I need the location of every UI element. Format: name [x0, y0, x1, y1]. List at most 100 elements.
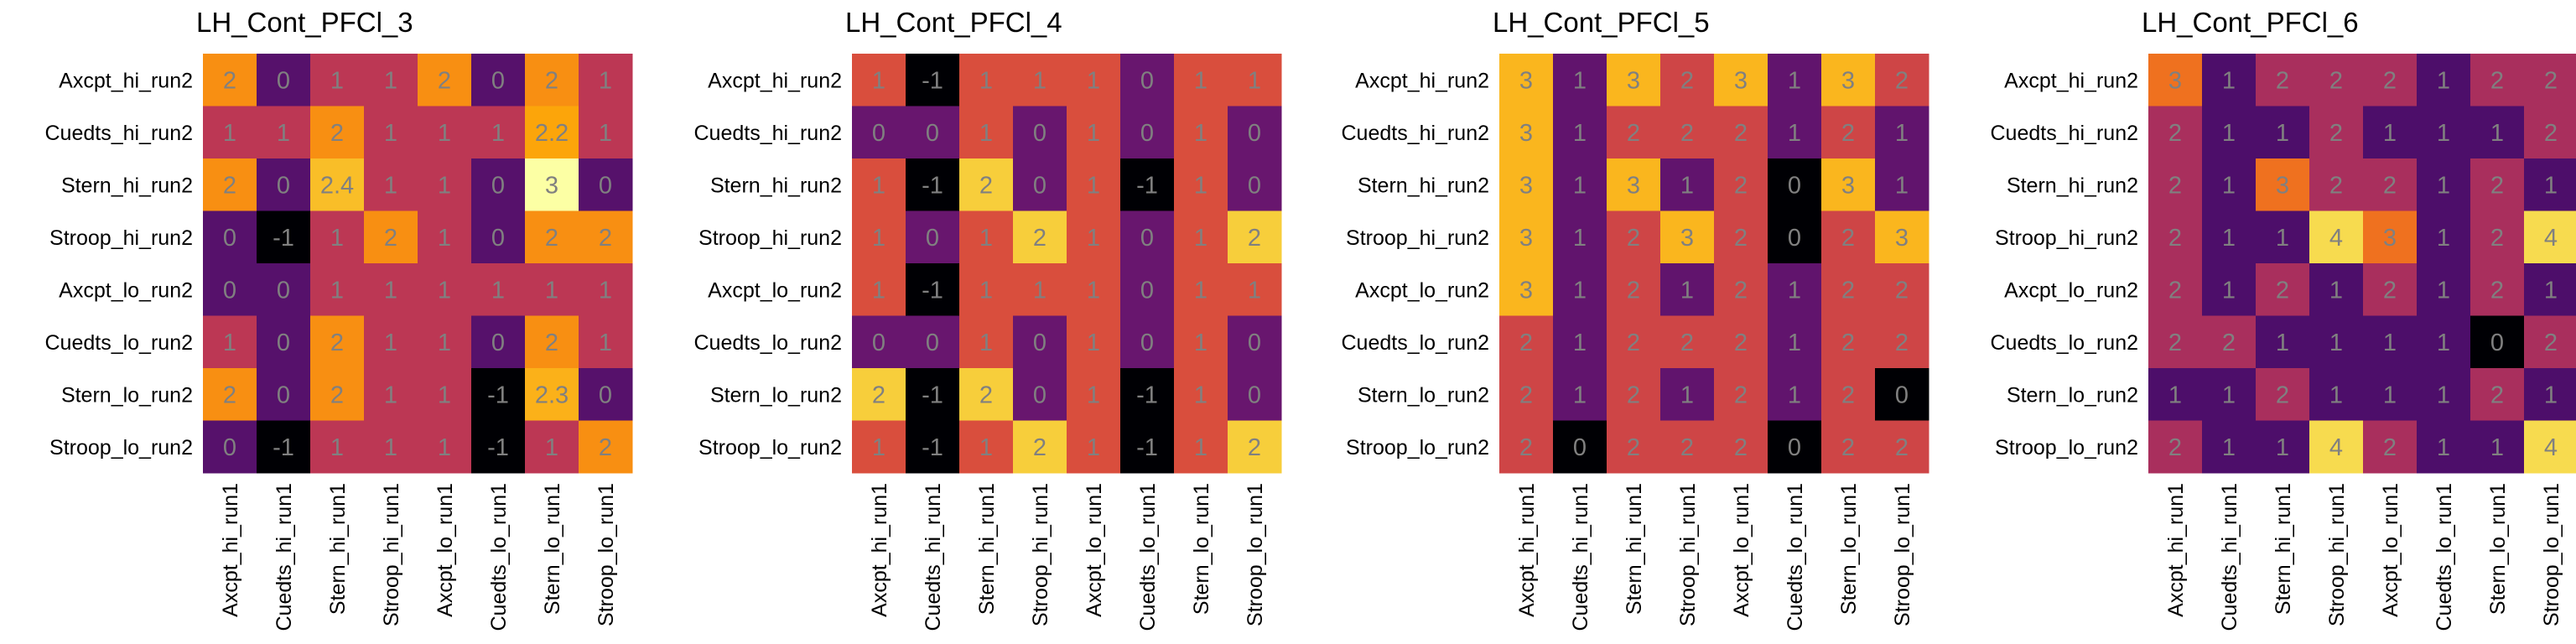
heatmap-cell [1607, 210, 1661, 264]
cell-value-label: 1 [1788, 120, 1801, 147]
heatmap-cell [1875, 368, 1929, 421]
x-tick-label: Axcpt_hi_run1 [868, 483, 891, 617]
cell-value-label: 1 [1087, 120, 1100, 147]
heatmap-cell [2202, 420, 2257, 474]
heatmap-cell [2363, 368, 2418, 421]
cell-value-label: 1 [2490, 120, 2504, 147]
cell-value-label: 2 [1248, 225, 1261, 252]
cell-value-label: -1 [487, 434, 509, 461]
heatmap-cell [257, 158, 311, 211]
cell-value-label: 0 [223, 434, 236, 461]
cell-value-label: 2 [2276, 67, 2289, 94]
heatmap-cell [1660, 54, 1715, 106]
heatmap-cell [1607, 315, 1661, 369]
cell-value-label: 1 [599, 67, 612, 94]
cell-value-label: 1 [1573, 120, 1587, 147]
heatmap-cell [2256, 263, 2310, 316]
heatmap-cell [579, 368, 633, 421]
heatmap-cell [1067, 210, 1121, 264]
cell-value-label: 2 [872, 382, 886, 408]
cell-value-label: 1 [979, 120, 993, 147]
cell-value-label: 0 [2490, 330, 2504, 356]
heatmap-cell [2256, 158, 2310, 211]
cell-value-label: 1 [1248, 277, 1261, 304]
cell-value-label: 2 [2168, 120, 2182, 147]
cell-value-label: 2 [1033, 434, 1046, 461]
cell-value-label: 1 [1680, 172, 1694, 199]
heatmap-cell [906, 106, 960, 159]
heatmap-cell [1714, 54, 1768, 106]
heatmap-cell [2524, 315, 2576, 369]
cell-value-label: 1 [979, 277, 993, 304]
heatmap-cell [257, 315, 311, 369]
cell-value-label: 1 [599, 120, 612, 147]
cell-value-label: 2 [1519, 434, 1533, 461]
heatmap-cell [1875, 315, 1929, 369]
cell-value-label: 2 [223, 172, 236, 199]
heatmap-cell [203, 158, 257, 211]
cell-value-label: 2 [2490, 172, 2504, 199]
cell-value-label: 3 [1895, 225, 1909, 252]
heatmap-cell [1875, 210, 1929, 264]
y-tick-label: Cuedts_lo_run2 [693, 331, 842, 355]
heatmap-cell [1067, 158, 1121, 211]
heatmap-cell [1553, 158, 1607, 211]
cell-value-label: 2 [2329, 67, 2343, 94]
cell-value-label: 2 [1627, 225, 1640, 252]
heatmap-cell [2363, 54, 2418, 106]
heatmap-cell [2524, 210, 2576, 264]
cell-value-label: 1 [1033, 67, 1046, 94]
heatmap-cell [1013, 106, 1067, 159]
cell-value-label: 2 [979, 172, 993, 199]
cell-value-label: 0 [1033, 382, 1046, 408]
heatmap-cell [2470, 54, 2525, 106]
x-tick-label: Cuedts_hi_run1 [2218, 483, 2241, 631]
heatmap-cell [1174, 368, 1228, 421]
heatmap-cell [1120, 106, 1175, 159]
cell-value-label: 1 [2437, 225, 2450, 252]
cell-value-label: 1 [979, 434, 993, 461]
heatmap-cell [310, 210, 365, 264]
cell-value-label: 1 [2544, 277, 2558, 304]
cell-value-label: -1 [1136, 434, 1158, 461]
cell-value-label: 1 [2490, 434, 2504, 461]
y-tick-label: Axcpt_lo_run2 [708, 278, 842, 302]
cell-value-label: 1 [223, 330, 236, 356]
heatmap-cell [1174, 263, 1228, 316]
cell-value-label: 1 [438, 172, 451, 199]
x-tick-label: Stroop_lo_run1 [2540, 483, 2563, 626]
heatmap-cell [906, 315, 960, 369]
cell-value-label: 1 [2383, 120, 2397, 147]
cell-value-label: 2 [1895, 330, 1909, 356]
heatmap-cell [2417, 315, 2471, 369]
cell-value-label: 2 [545, 67, 558, 94]
heatmap-panel-1: LH_Cont_PFCl_3 2 0 1 1 2 0 2 1 1 1 2 1 1 1 2.2 1 2 0 2.4 1 1 0… [44, 7, 633, 631]
cell-value-label: 2 [1627, 277, 1640, 304]
heatmap-cell [1228, 263, 1282, 316]
heatmap-cell [2417, 368, 2471, 421]
heatmap-cell [203, 315, 257, 369]
heatmap-cell [1120, 420, 1175, 474]
cell-value-label: 1 [872, 434, 886, 461]
cell-value-label: 1 [330, 434, 344, 461]
heatmap-cell [2417, 420, 2471, 474]
heatmap-cell [1607, 54, 1661, 106]
cell-value-label: 2 [1627, 434, 1640, 461]
heatmap-cell [906, 210, 960, 264]
heatmap-cell [257, 368, 311, 421]
x-tick-label: Cuedts_lo_run1 [1136, 483, 1160, 631]
heatmap-cell [364, 420, 418, 474]
heatmap-cell [257, 54, 311, 106]
x-tick-label: Stroop_lo_run1 [1244, 483, 1267, 626]
heatmap-cell [1499, 210, 1554, 264]
y-tick-label: Stern_hi_run2 [710, 174, 842, 197]
cell-value-label: 3 [1627, 172, 1640, 199]
heatmap-cell [1174, 210, 1228, 264]
heatmap-cell [310, 263, 365, 316]
heatmap-cell [1013, 210, 1067, 264]
cell-value-label: 1 [330, 277, 344, 304]
heatmap-cell [2202, 158, 2257, 211]
cell-value-label: 3 [2383, 225, 2397, 252]
cell-value-label: 1 [2276, 120, 2289, 147]
cell-value-label: 1 [2222, 434, 2236, 461]
